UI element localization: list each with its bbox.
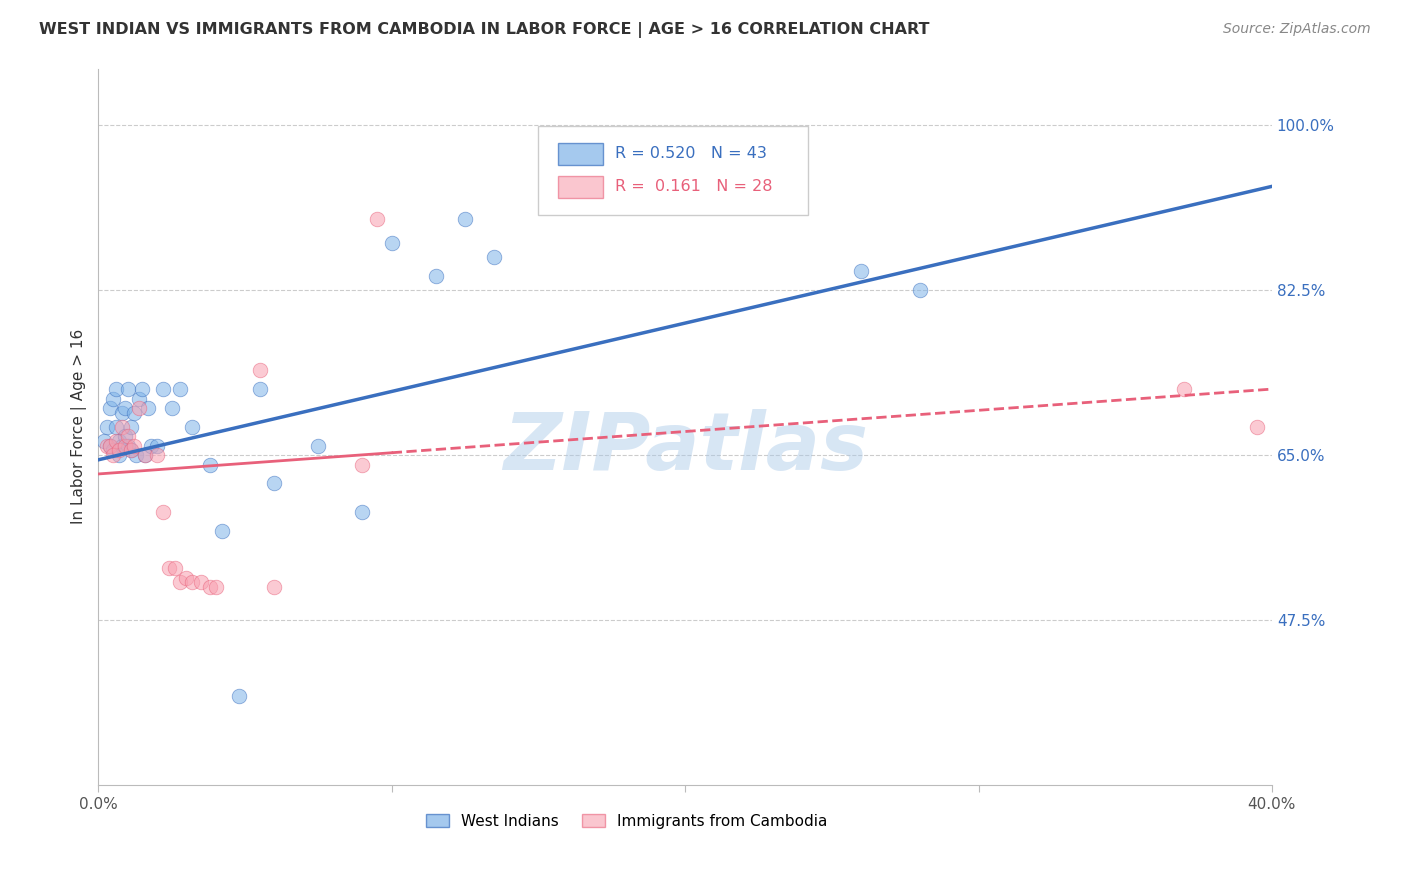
Point (128, 401, 150, 415)
Point (108, 448, 131, 462)
Point (120, 419, 142, 434)
Point (108, 443, 131, 458)
Point (141, 439, 163, 453)
Text: R = 0.520   N = 43: R = 0.520 N = 43 (614, 146, 766, 161)
Point (176, 571, 198, 585)
Point (190, 575, 212, 590)
Y-axis label: In Labor Force | Age > 16: In Labor Force | Age > 16 (72, 329, 87, 524)
Point (181, 575, 204, 590)
Point (425, 268, 447, 283)
Point (352, 505, 374, 519)
Point (111, 406, 134, 420)
Point (198, 580, 221, 594)
Point (134, 448, 156, 462)
Point (263, 476, 285, 491)
Point (181, 419, 204, 434)
Point (96, 439, 118, 453)
Point (1246, 419, 1268, 434)
Point (128, 392, 150, 406)
Point (484, 250, 506, 264)
Bar (558, 143, 603, 164)
Point (204, 580, 226, 594)
Point (117, 382, 139, 396)
Point (120, 443, 142, 458)
Point (198, 458, 221, 472)
Point (104, 382, 127, 396)
Point (98, 439, 121, 453)
Point (134, 448, 156, 462)
Point (908, 283, 931, 297)
Point (152, 382, 174, 396)
FancyBboxPatch shape (538, 126, 808, 215)
Point (114, 429, 136, 443)
Point (104, 419, 127, 434)
Point (101, 392, 124, 406)
Point (263, 580, 285, 594)
Point (117, 439, 139, 453)
Text: Source: ZipAtlas.com: Source: ZipAtlas.com (1223, 22, 1371, 37)
Text: WEST INDIAN VS IMMIGRANTS FROM CAMBODIA IN LABOR FORCE | AGE > 16 CORRELATION CH: WEST INDIAN VS IMMIGRANTS FROM CAMBODIA … (39, 22, 929, 38)
Legend: West Indians, Immigrants from Cambodia: West Indians, Immigrants from Cambodia (419, 807, 834, 835)
Point (163, 561, 186, 575)
Point (101, 448, 124, 462)
Point (131, 382, 153, 396)
Point (454, 212, 477, 227)
Point (104, 434, 127, 448)
Point (98, 439, 121, 453)
Point (108, 434, 131, 448)
Point (93, 434, 115, 448)
Point (111, 439, 134, 453)
Point (211, 524, 233, 538)
Point (352, 458, 374, 472)
Point (849, 264, 872, 278)
Point (136, 401, 159, 415)
Point (249, 363, 271, 377)
Point (120, 443, 142, 458)
Point (169, 575, 191, 590)
Point (114, 401, 136, 415)
Point (157, 561, 180, 575)
Point (122, 439, 145, 453)
Point (98, 401, 121, 415)
Text: ZIPatlas: ZIPatlas (502, 409, 868, 487)
Point (152, 505, 174, 519)
Point (366, 212, 388, 227)
Point (146, 439, 169, 453)
Point (125, 448, 148, 462)
Point (249, 382, 271, 396)
Text: R =  0.161   N = 28: R = 0.161 N = 28 (614, 179, 772, 194)
Point (96, 419, 118, 434)
Point (307, 439, 329, 453)
Point (1173, 382, 1195, 396)
Point (381, 235, 404, 250)
Point (146, 448, 169, 462)
Point (228, 689, 250, 703)
Point (117, 429, 139, 443)
Bar (558, 176, 603, 197)
Point (114, 439, 136, 453)
Point (122, 406, 145, 420)
Point (101, 443, 124, 458)
Point (160, 401, 183, 415)
Point (169, 382, 191, 396)
Point (111, 419, 134, 434)
